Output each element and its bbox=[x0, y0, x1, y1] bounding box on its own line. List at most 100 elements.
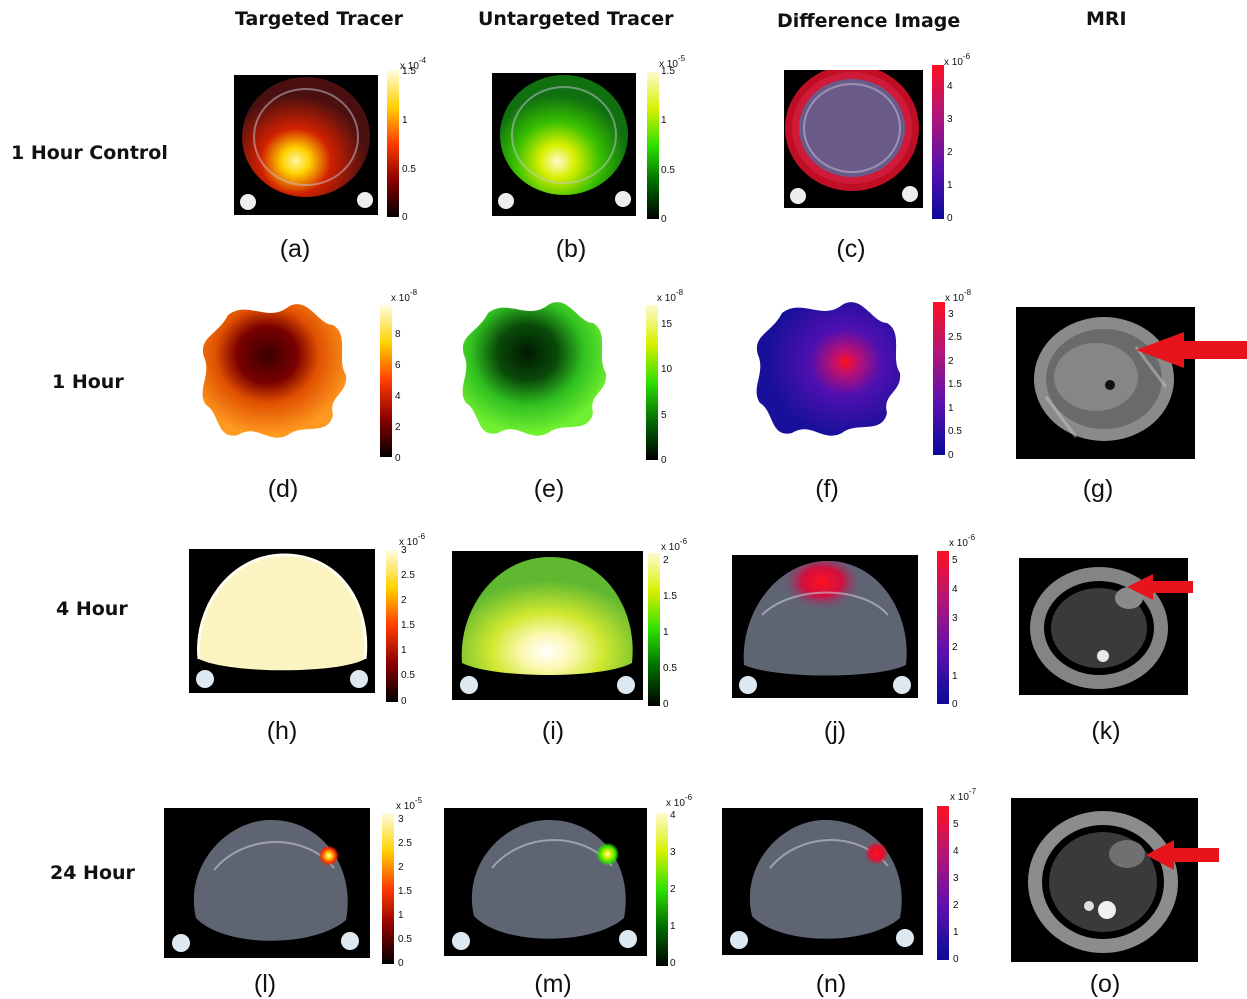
colorbar-tick: 8 bbox=[395, 329, 401, 340]
arrow-g bbox=[1136, 332, 1247, 368]
colorbar-tick: 15 bbox=[661, 319, 673, 330]
colorbar-tick: 1 bbox=[947, 180, 953, 191]
colorbar-tick: 0 bbox=[398, 958, 404, 969]
caption-b: (b) bbox=[555, 235, 587, 263]
colorbar-tick: 2 bbox=[395, 422, 401, 433]
colorbar-tick: 4 bbox=[670, 810, 676, 821]
colorbar-i bbox=[648, 553, 660, 706]
colorbar-tick: 2.5 bbox=[948, 332, 962, 343]
image-e-untargeted-1h bbox=[458, 293, 608, 443]
colorbar-tick: 4 bbox=[953, 846, 959, 857]
colorbar-tick: 3 bbox=[947, 114, 953, 125]
image-b-untargeted-control bbox=[492, 73, 636, 216]
row-header-4h: 4 Hour bbox=[56, 598, 128, 620]
colorbar-e bbox=[646, 305, 658, 460]
colorbar-multiplier-e: x 10-8 bbox=[657, 288, 684, 304]
image-d-targeted-1h bbox=[198, 295, 348, 445]
colorbar-tick: 6 bbox=[395, 360, 401, 371]
colorbar-tick: 2 bbox=[953, 900, 959, 911]
image-m-untargeted-24h bbox=[444, 808, 647, 956]
colorbar-multiplier-d: x 10-8 bbox=[391, 288, 418, 304]
colorbar-tick: 2.5 bbox=[401, 570, 415, 581]
colorbar-f bbox=[933, 302, 945, 455]
colorbar-tick: 3 bbox=[401, 545, 407, 556]
colorbar-tick: 2 bbox=[398, 862, 404, 873]
colorbar-tick: 1.5 bbox=[661, 66, 675, 77]
colorbar-tick: 1 bbox=[948, 403, 954, 414]
colorbar-tick: 0 bbox=[952, 699, 958, 710]
image-g-mri-1h bbox=[1016, 307, 1195, 459]
row-header-1h: 1 Hour bbox=[52, 371, 124, 393]
caption-d: (d) bbox=[267, 475, 299, 503]
caption-n: (n) bbox=[815, 970, 847, 998]
colorbar-tick: 4 bbox=[395, 391, 401, 402]
caption-c: (c) bbox=[836, 235, 866, 263]
colorbar-multiplier-c: x 10-6 bbox=[944, 52, 971, 68]
row-header-24h: 24 Hour bbox=[50, 862, 135, 884]
colorbar-tick: 0 bbox=[402, 212, 408, 223]
image-c-difference-control bbox=[784, 70, 923, 208]
colorbar-tick: 3 bbox=[953, 873, 959, 884]
colorbar-tick: 0.5 bbox=[402, 164, 416, 175]
colorbar-tick: 0.5 bbox=[401, 670, 415, 681]
colorbar-tick: 2 bbox=[948, 356, 954, 367]
colorbar-tick: 5 bbox=[953, 819, 959, 830]
image-l-targeted-24h bbox=[164, 808, 370, 958]
caption-o: (o) bbox=[1089, 970, 1121, 998]
caption-j: (j) bbox=[823, 717, 847, 745]
colorbar-tick: 1 bbox=[661, 115, 667, 126]
colorbar-tick: 5 bbox=[952, 555, 958, 566]
colorbar-tick: 1 bbox=[952, 671, 958, 682]
colorbar-tick: 2 bbox=[663, 555, 669, 566]
colorbar-tick: 4 bbox=[947, 81, 953, 92]
colorbar-tick: 3 bbox=[670, 847, 676, 858]
image-n-difference-24h bbox=[722, 808, 923, 955]
image-h-targeted-4h bbox=[189, 549, 375, 693]
colorbar-tick: 3 bbox=[952, 613, 958, 624]
colorbar-tick: 1 bbox=[953, 927, 959, 938]
colorbar-n bbox=[937, 806, 949, 960]
colorbar-tick: 0.5 bbox=[661, 165, 675, 176]
colorbar-tick: 2.5 bbox=[398, 838, 412, 849]
colorbar-tick: 0 bbox=[948, 450, 954, 461]
colorbar-tick: 1.5 bbox=[948, 379, 962, 390]
colorbar-tick: 2 bbox=[947, 147, 953, 158]
arrow-o bbox=[1146, 840, 1219, 870]
colorbar-tick: 4 bbox=[952, 584, 958, 595]
colorbar-a bbox=[387, 70, 399, 217]
column-header-targeted: Targeted Tracer bbox=[235, 8, 403, 30]
colorbar-j bbox=[937, 551, 949, 704]
colorbar-multiplier-i: x 10-6 bbox=[661, 537, 688, 553]
colorbar-tick: 2 bbox=[401, 595, 407, 606]
caption-k: (k) bbox=[1091, 717, 1121, 745]
colorbar-tick: 1.5 bbox=[402, 66, 416, 77]
colorbar-tick: 0.5 bbox=[398, 934, 412, 945]
colorbar-tick: 0.5 bbox=[663, 663, 677, 674]
colorbar-c bbox=[932, 65, 944, 219]
colorbar-tick: 0 bbox=[670, 958, 676, 969]
arrow-k bbox=[1127, 574, 1193, 600]
colorbar-tick: 0 bbox=[661, 214, 667, 225]
colorbar-m bbox=[656, 813, 668, 966]
colorbar-tick: 10 bbox=[661, 364, 673, 375]
image-j-difference-4h bbox=[732, 555, 918, 698]
colorbar-tick: 3 bbox=[398, 814, 404, 825]
caption-i: (i) bbox=[541, 717, 565, 745]
colorbar-l bbox=[382, 813, 394, 964]
column-header-untargeted: Untargeted Tracer bbox=[478, 8, 674, 30]
colorbar-tick: 1.5 bbox=[663, 591, 677, 602]
colorbar-tick: 0 bbox=[663, 699, 669, 710]
caption-e: (e) bbox=[533, 475, 565, 503]
colorbar-tick: 2 bbox=[670, 884, 676, 895]
colorbar-tick: 3 bbox=[948, 309, 954, 320]
colorbar-tick: 5 bbox=[661, 410, 667, 421]
column-header-mri: MRI bbox=[1086, 8, 1127, 30]
caption-h: (h) bbox=[266, 717, 298, 745]
colorbar-h bbox=[386, 550, 398, 702]
colorbar-tick: 1.5 bbox=[398, 886, 412, 897]
colorbar-multiplier-a: x 10-4 bbox=[400, 56, 427, 72]
image-i-untargeted-4h bbox=[452, 551, 643, 700]
colorbar-tick: 1 bbox=[670, 921, 676, 932]
colorbar-tick: 0 bbox=[953, 954, 959, 965]
colorbar-multiplier-b: x 10-5 bbox=[659, 54, 686, 70]
